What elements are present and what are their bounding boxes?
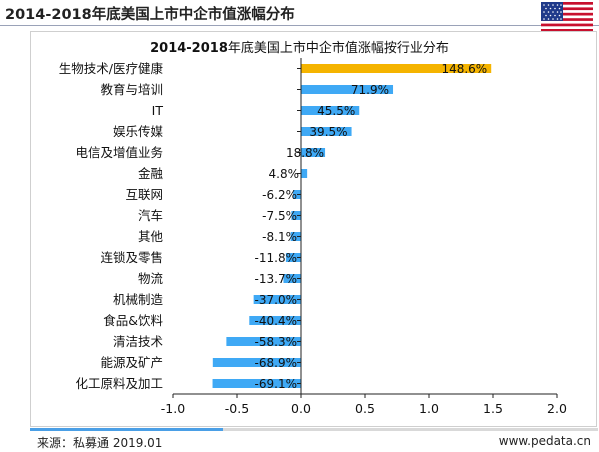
bar bbox=[212, 358, 301, 367]
category-label: IT bbox=[152, 103, 164, 118]
bar bbox=[301, 64, 492, 73]
category-label: 教育与培训 bbox=[100, 82, 163, 97]
chart-title: 2014-2018年底美国上市中企市值涨幅按行业分布 bbox=[0, 37, 599, 56]
header-divider bbox=[0, 25, 599, 26]
data-label: 71.9% bbox=[351, 83, 389, 97]
x-tick-label: 2.0 bbox=[547, 401, 567, 416]
x-tick-label: 1.0 bbox=[419, 401, 439, 416]
bar bbox=[301, 106, 360, 115]
bar bbox=[301, 127, 352, 136]
category-label: 娱乐传媒 bbox=[113, 124, 164, 139]
data-label: 148.6% bbox=[441, 62, 487, 76]
data-label: -40.4% bbox=[255, 314, 297, 328]
bar bbox=[249, 316, 301, 325]
us-flag-icon bbox=[541, 2, 593, 37]
bar bbox=[291, 211, 301, 220]
data-label: -58.3% bbox=[255, 335, 297, 349]
category-label: 汽车 bbox=[138, 208, 163, 223]
data-label: -8.1% bbox=[262, 230, 297, 244]
chart-title-years: 2014-2018 bbox=[150, 41, 228, 56]
data-label: 18.8% bbox=[286, 146, 324, 160]
site-url: www.pedata.cn bbox=[498, 434, 591, 448]
category-label: 物流 bbox=[138, 271, 164, 286]
category-label: 食品&饮料 bbox=[103, 313, 163, 328]
data-label: -69.1% bbox=[255, 377, 297, 391]
chart-title-text: 年底美国上市中企市值涨幅按行业分布 bbox=[227, 41, 449, 56]
category-label: 金融 bbox=[138, 166, 164, 181]
progress-track bbox=[30, 428, 598, 431]
x-tick-label: 1.5 bbox=[483, 401, 503, 416]
category-label: 清洁技术 bbox=[113, 334, 164, 349]
category-label: 其他 bbox=[138, 229, 164, 244]
category-label: 生物技术/医疗健康 bbox=[59, 61, 164, 76]
data-label: -37.0% bbox=[255, 293, 297, 307]
bar bbox=[253, 295, 301, 304]
bar bbox=[283, 274, 301, 283]
category-label: 连锁及零售 bbox=[100, 250, 163, 265]
data-label: -68.9% bbox=[255, 356, 297, 370]
category-label: 互联网 bbox=[125, 187, 163, 202]
bar bbox=[301, 148, 326, 157]
category-label: 化工原料及加工 bbox=[75, 376, 163, 391]
category-label: 电信及增值业务 bbox=[75, 145, 163, 160]
bar bbox=[301, 85, 394, 94]
x-tick-label: 0.0 bbox=[291, 401, 311, 416]
x-tick-label: -0.5 bbox=[225, 401, 249, 416]
data-label: -7.5% bbox=[262, 209, 297, 223]
bar bbox=[290, 232, 301, 241]
bar bbox=[301, 169, 308, 178]
bar bbox=[226, 337, 301, 346]
data-label: 39.5% bbox=[309, 125, 347, 139]
chart-panel bbox=[30, 31, 597, 427]
bar bbox=[285, 253, 301, 262]
data-label: 45.5% bbox=[317, 104, 355, 118]
category-label: 机械制造 bbox=[113, 292, 164, 307]
data-label: -13.7% bbox=[255, 272, 297, 286]
progress-fill bbox=[30, 428, 224, 431]
data-label: 4.8% bbox=[269, 167, 300, 181]
x-tick-label: -1.0 bbox=[161, 401, 185, 416]
data-label: -6.2% bbox=[262, 188, 297, 202]
x-tick-label: 0.5 bbox=[355, 401, 375, 416]
category-label: 能源及矿产 bbox=[100, 355, 163, 370]
bar bbox=[212, 379, 301, 388]
data-label: -11.8% bbox=[255, 251, 297, 265]
source-note: 来源：私募通 2019.01 bbox=[37, 436, 163, 450]
page-title: 2014-2018年底美国上市中企市值涨幅分布 bbox=[5, 7, 295, 23]
